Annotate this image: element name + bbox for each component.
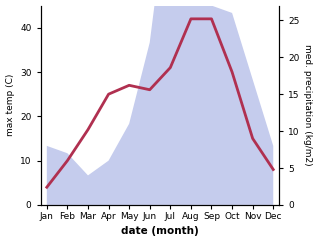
Y-axis label: med. precipitation (kg/m2): med. precipitation (kg/m2) — [303, 45, 313, 166]
Y-axis label: max temp (C): max temp (C) — [5, 74, 15, 136]
X-axis label: date (month): date (month) — [121, 227, 199, 236]
